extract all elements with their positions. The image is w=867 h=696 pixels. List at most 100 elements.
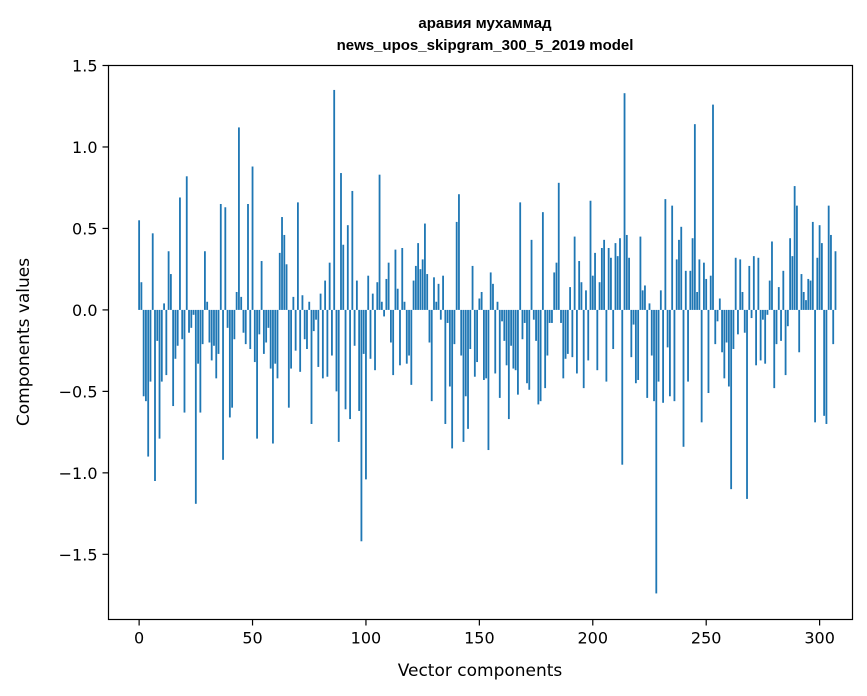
bar-111 (390, 309, 392, 343)
bar-94 (351, 190, 354, 310)
bar-303 (825, 309, 828, 424)
bar-13 (167, 251, 170, 310)
bar-275 (762, 309, 764, 320)
bar-196 (582, 309, 585, 389)
bar-59 (272, 309, 274, 444)
bar-44 (238, 127, 240, 310)
bar-271 (752, 256, 755, 310)
bar-272 (755, 309, 757, 366)
plot-area-frame (107, 64, 854, 621)
bar-167 (517, 309, 519, 395)
bar-191 (571, 309, 574, 358)
bar-36 (219, 204, 222, 310)
bar-83 (326, 309, 329, 377)
bar-133 (439, 309, 442, 320)
bar-220 (637, 309, 640, 380)
bar-210 (614, 243, 617, 310)
bar-246 (696, 291, 699, 310)
bar-155 (489, 272, 492, 310)
bar-299 (816, 257, 819, 310)
bar-162 (505, 309, 508, 366)
x-tick-label-300: 300 (804, 629, 835, 648)
bar-138 (451, 309, 454, 449)
bar-122 (414, 265, 417, 310)
bar-294 (805, 300, 807, 310)
bar-110 (387, 262, 390, 310)
bar-257 (721, 309, 723, 353)
bar-239 (680, 226, 683, 310)
bar-19 (181, 309, 184, 340)
bar-123 (417, 243, 420, 310)
bar-216 (628, 257, 630, 310)
bar-70 (297, 202, 299, 310)
x-tick-label-100: 100 (351, 629, 382, 648)
bar-256 (718, 298, 721, 310)
bar-100 (365, 309, 367, 480)
bar-212 (619, 238, 621, 310)
bar-66 (287, 309, 290, 408)
bar-209 (612, 309, 615, 350)
bar-150 (478, 298, 481, 310)
bar-211 (616, 256, 619, 310)
bar-263 (734, 257, 737, 310)
bar-288 (791, 256, 794, 310)
bar-64 (283, 234, 286, 310)
bar-197 (585, 290, 587, 310)
bar-57 (267, 309, 270, 328)
bar-280 (773, 309, 776, 389)
bar-298 (814, 309, 816, 423)
bar-22 (188, 309, 190, 333)
bar-62 (278, 252, 281, 310)
bar-153 (485, 309, 488, 379)
bar-235 (671, 205, 674, 310)
bar-165 (512, 309, 515, 369)
bar-295 (807, 278, 810, 310)
y-axis-ticks: −1.5 −1.0 −0.5 0.0 0.5 1.0 1.5 (59, 57, 109, 564)
bar-225 (648, 303, 651, 310)
bar-82 (324, 280, 327, 310)
bar-11 (163, 303, 165, 310)
bar-264 (737, 309, 739, 335)
bar-25 (194, 309, 197, 504)
bar-128 (428, 309, 431, 343)
bar-78 (315, 309, 317, 320)
bar-99 (362, 309, 365, 354)
y-tick-label-1: −1.0 (59, 464, 98, 483)
bar-170 (523, 309, 526, 323)
bar-50 (251, 166, 254, 310)
bar-252 (709, 275, 712, 310)
bar-224 (646, 309, 649, 398)
bar-137 (448, 309, 451, 387)
bar-95 (353, 309, 356, 346)
bar-73 (303, 309, 306, 340)
bar-74 (306, 309, 308, 350)
bar-267 (743, 309, 746, 333)
chart-subtitle: news_upos_skipgram_300_5_2019 model (337, 37, 634, 54)
bar-87 (335, 309, 338, 392)
bar-251 (707, 309, 710, 394)
bar-12 (165, 309, 168, 376)
bar-129 (430, 309, 433, 402)
bar-296 (809, 280, 812, 310)
bar-7 (154, 309, 156, 481)
bar-164 (510, 309, 513, 346)
bar-300 (818, 225, 821, 310)
bar-72 (301, 295, 304, 310)
bar-194 (578, 261, 581, 310)
bar-0 (138, 220, 141, 310)
bar-175 (535, 309, 537, 341)
bar-305 (830, 234, 832, 310)
bar-293 (802, 291, 805, 310)
bar-192 (573, 236, 576, 310)
bar-204 (600, 247, 603, 310)
bar-32 (210, 309, 213, 361)
bar-189 (566, 309, 569, 354)
bar-10 (160, 309, 163, 382)
bar-60 (274, 309, 277, 364)
bar-254 (714, 309, 717, 345)
bar-134 (442, 275, 444, 310)
bar-35 (217, 309, 220, 354)
bar-173 (530, 239, 533, 310)
bar-258 (723, 309, 726, 379)
